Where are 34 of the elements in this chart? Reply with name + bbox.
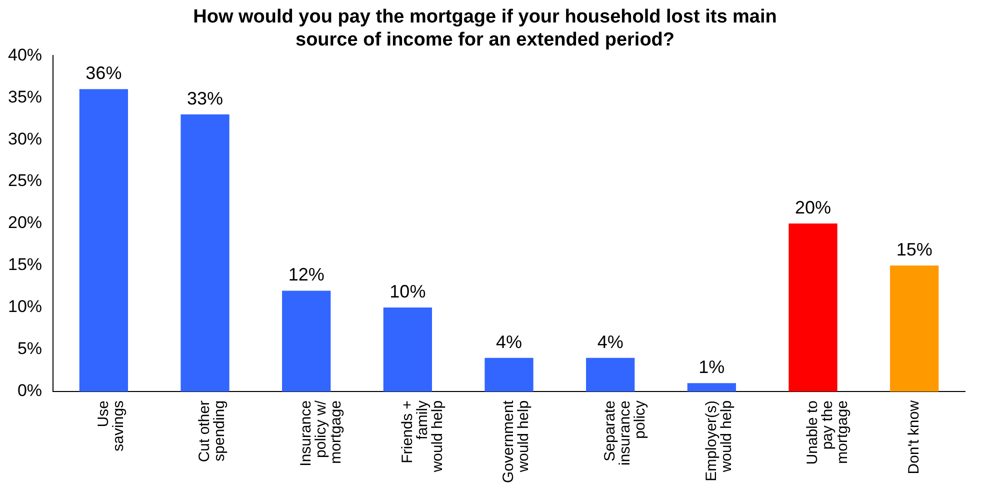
- x-tick-label: Cut other spending: [196, 400, 228, 462]
- bar: [282, 290, 331, 392]
- chart-title: How would you pay the mortgage if your household lost its main source of income for an extended period?: [193, 6, 777, 50]
- bar: [687, 383, 736, 392]
- x-tick-label: Use savings: [94, 400, 127, 452]
- data-label: 15%: [896, 239, 932, 260]
- y-tick-label: 5%: [17, 339, 42, 358]
- y-tick-label: 15%: [8, 255, 42, 274]
- data-label: 4%: [597, 332, 624, 352]
- data-label: 36%: [86, 63, 122, 84]
- bar: [890, 266, 939, 392]
- x-tick-label: Unable to pay the mortgage: [804, 400, 852, 465]
- bar: [180, 114, 230, 392]
- x-tick-label: Insurance policy w/ mortgage: [297, 400, 344, 466]
- bar: [383, 308, 432, 392]
- bar: [484, 358, 534, 392]
- data-label: 12%: [288, 264, 324, 285]
- bar: [586, 358, 635, 392]
- y-tick-label: 0%: [17, 381, 42, 400]
- y-tick-label: 40%: [8, 45, 42, 64]
- bar: [79, 89, 128, 392]
- bar: [788, 224, 838, 392]
- y-tick-label: 20%: [8, 213, 42, 232]
- data-label: 4%: [496, 332, 522, 352]
- y-tick-label: 25%: [8, 171, 42, 190]
- y-tick-label: 30%: [8, 129, 42, 148]
- x-tick-label: Don't know: [905, 400, 922, 474]
- data-label: 1%: [698, 357, 725, 378]
- data-label: 20%: [794, 198, 832, 218]
- data-label: 10%: [390, 281, 426, 302]
- y-tick-label: 10%: [8, 297, 42, 316]
- x-tick-label: Separate insurance policy: [601, 400, 648, 466]
- data-label: 33%: [187, 88, 224, 108]
- y-tick-label: 35%: [8, 87, 42, 106]
